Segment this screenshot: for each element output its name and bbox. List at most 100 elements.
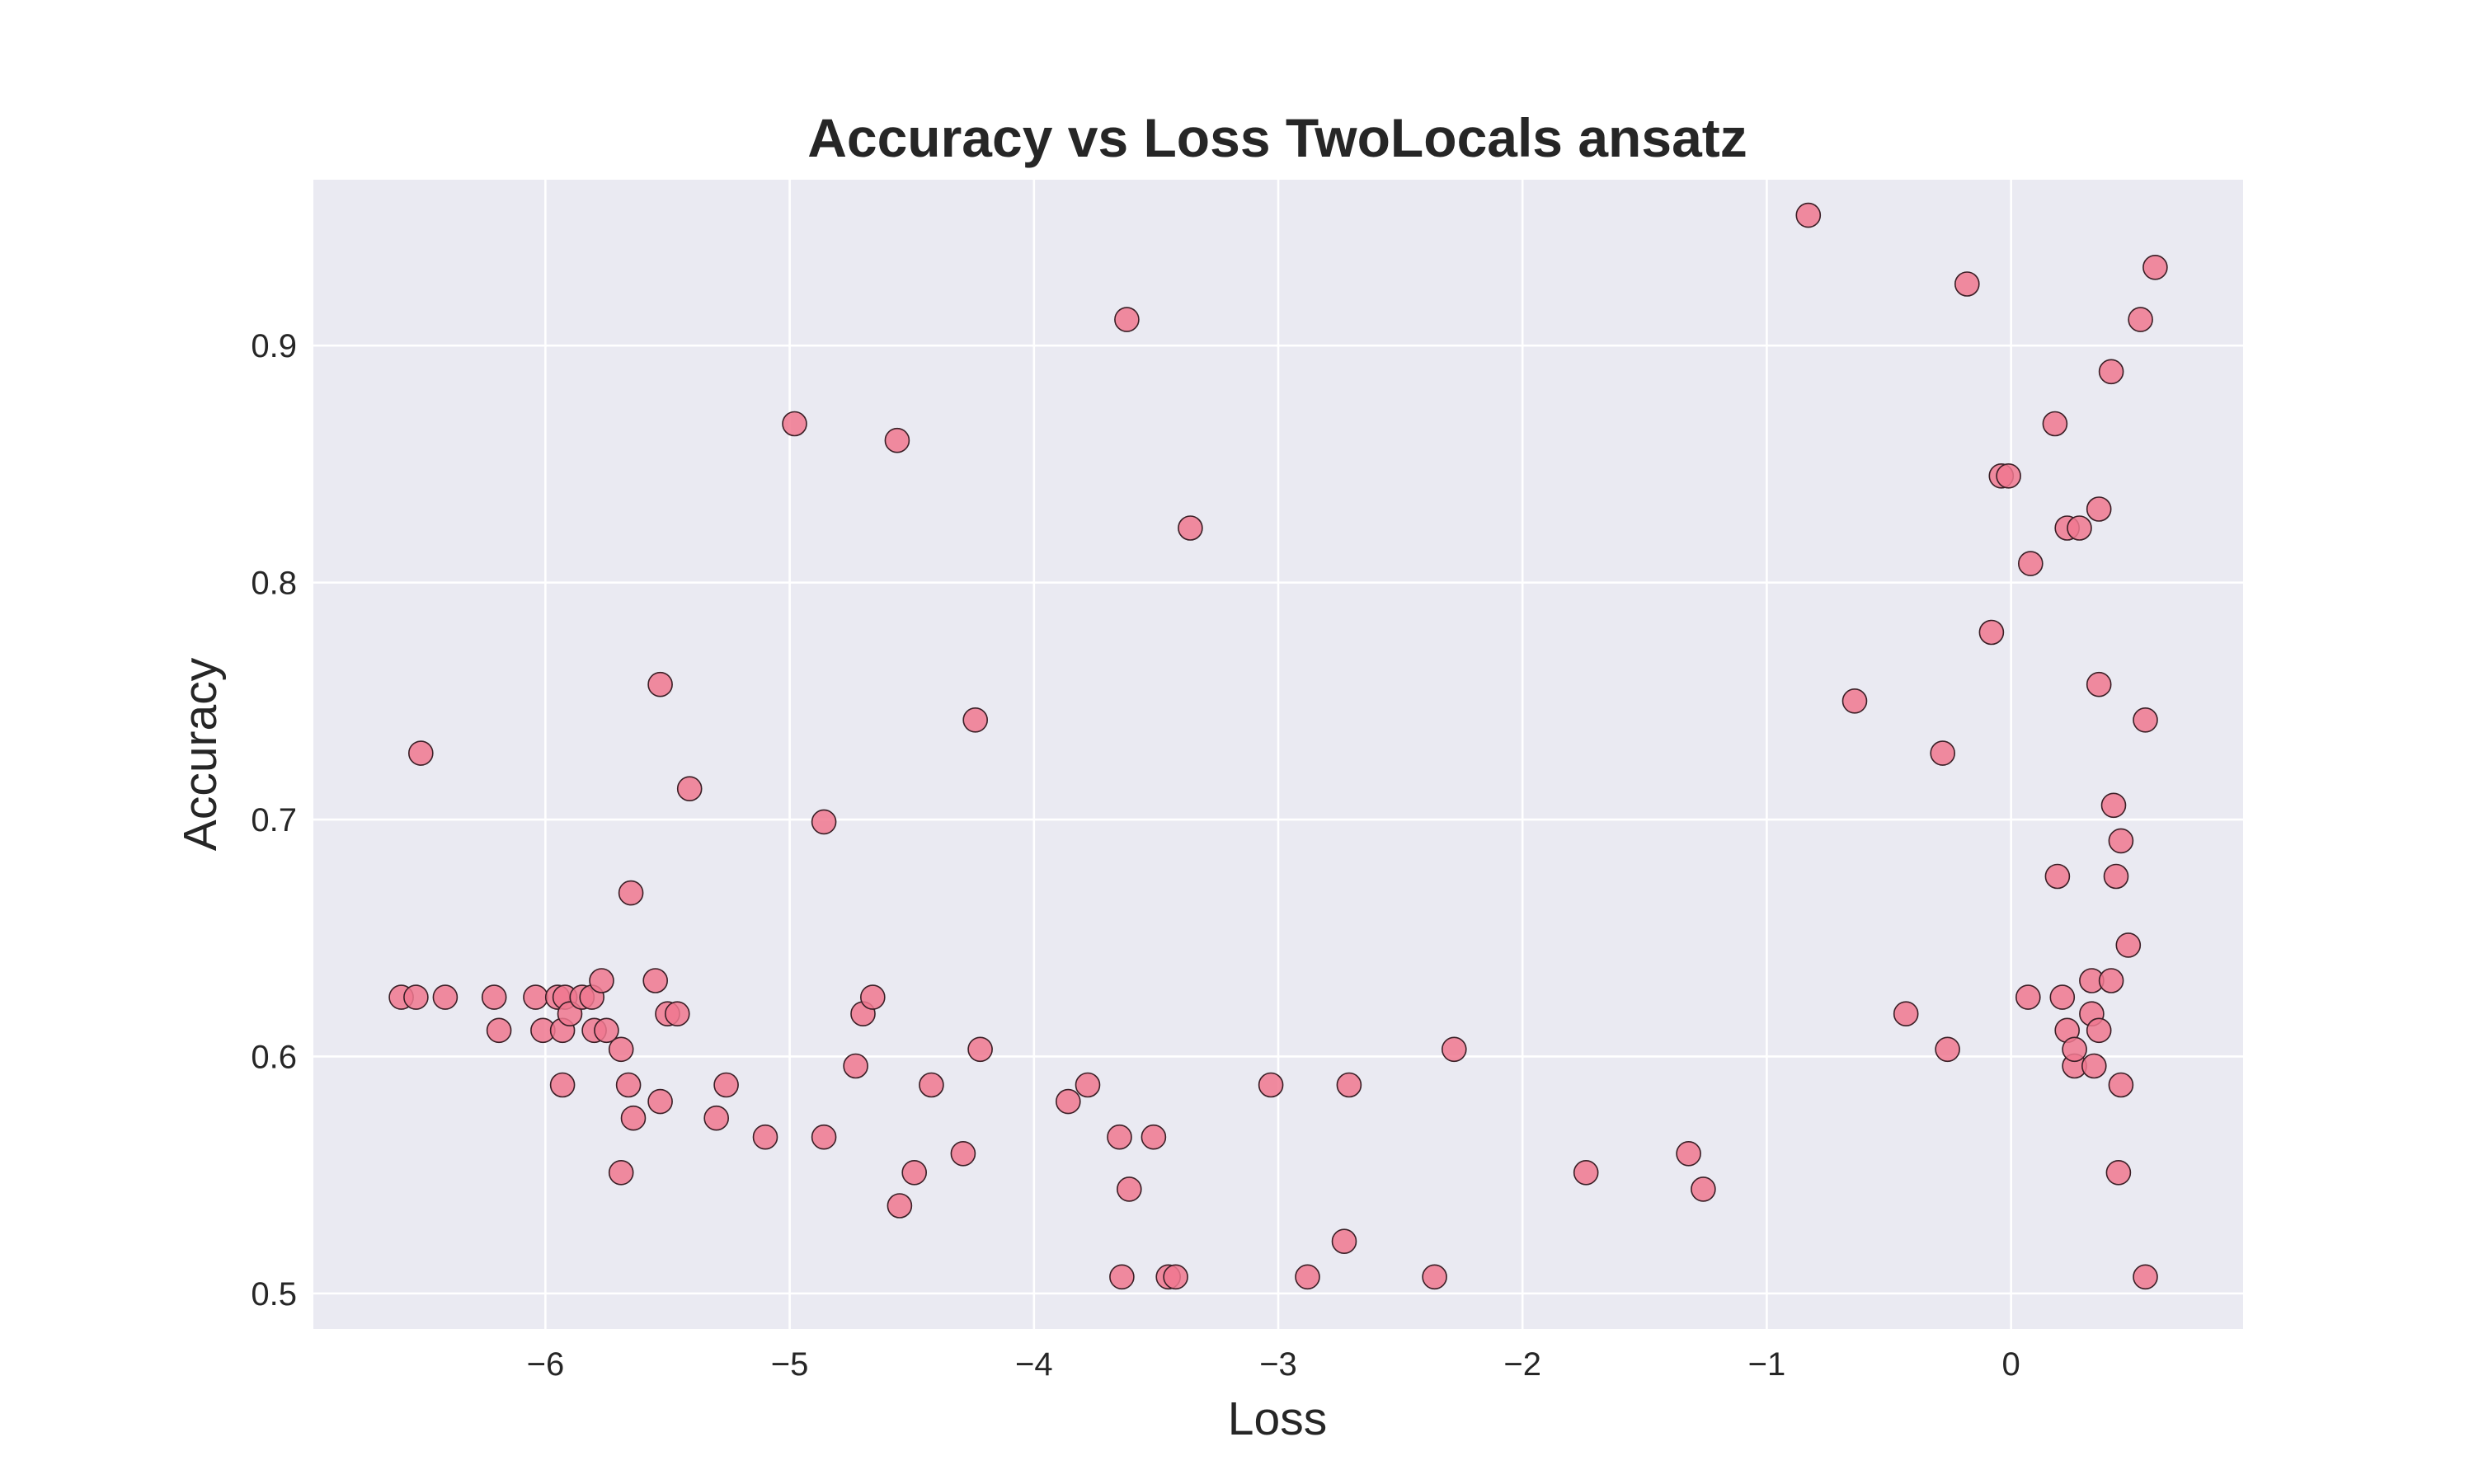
data-point (407, 740, 434, 766)
data-point (486, 1017, 512, 1044)
data-point (884, 427, 910, 453)
data-point (549, 1072, 576, 1098)
data-point (2108, 1072, 2134, 1098)
data-point (1954, 271, 1980, 297)
data-point (2018, 551, 2044, 576)
axis-ticks: −6 −5 −4 −3 −2 −1 0 0.5 0.6 0.7 0.8 0.9 (251, 328, 2020, 1383)
x-tick-label: −4 (1015, 1346, 1053, 1383)
data-point (1841, 688, 1868, 714)
data-point (2098, 359, 2124, 385)
data-point (2133, 707, 2158, 733)
data-point (1178, 515, 1203, 541)
x-tick-label: 0 (2001, 1346, 2020, 1383)
data-point (2049, 984, 2076, 1010)
data-point (1114, 307, 1140, 332)
data-point (901, 1160, 927, 1186)
data-point (1109, 1264, 1135, 1290)
data-point (2044, 863, 2071, 890)
y-axis-label: Accuracy (174, 657, 227, 851)
data-point (2081, 1053, 2107, 1079)
data-point (1930, 740, 1955, 766)
data-point (432, 984, 459, 1010)
data-point (1996, 463, 2021, 489)
data-point (2142, 254, 2168, 280)
data-point (1336, 1072, 1362, 1098)
chart-title: Accuracy vs Loss TwoLocals ansatz (807, 107, 1747, 168)
data-point (752, 1124, 778, 1150)
data-point (843, 1053, 868, 1079)
data-point (618, 880, 644, 906)
data-point (950, 1141, 976, 1167)
data-point (2103, 863, 2129, 890)
data-point (642, 968, 669, 993)
data-point (1676, 1141, 1701, 1167)
x-tick-label: −3 (1259, 1346, 1297, 1383)
data-point (2115, 932, 2142, 958)
data-point (2042, 411, 2068, 437)
y-tick-label: 0.9 (251, 328, 297, 364)
data-point (713, 1072, 739, 1098)
data-point (1422, 1264, 1447, 1290)
data-point (2128, 307, 2153, 332)
data-point (1258, 1072, 1284, 1098)
y-tick-label: 0.5 (251, 1276, 297, 1313)
data-point (2108, 828, 2134, 854)
data-points (388, 202, 2168, 1290)
x-tick-label: −5 (771, 1346, 809, 1383)
data-point (962, 707, 988, 733)
data-point (1295, 1264, 1320, 1290)
data-point (1141, 1124, 1167, 1150)
data-point (1978, 619, 2005, 646)
data-point (811, 1124, 837, 1150)
data-point (2105, 1160, 2132, 1186)
data-point (1795, 202, 1822, 228)
data-point (1893, 1001, 1919, 1026)
data-point (1163, 1264, 1188, 1290)
grid (313, 180, 2243, 1329)
y-tick-label: 0.7 (251, 802, 297, 838)
data-point (1075, 1072, 1101, 1098)
data-point (2086, 496, 2112, 522)
data-point (523, 984, 548, 1010)
data-point (1442, 1036, 1467, 1063)
x-tick-label: −6 (527, 1346, 565, 1383)
data-point (608, 1036, 634, 1063)
data-point (2086, 1017, 2112, 1044)
data-point (615, 1072, 642, 1098)
data-point (647, 671, 673, 697)
data-point (589, 968, 614, 993)
data-point (1056, 1088, 1081, 1115)
data-point (608, 1160, 634, 1186)
data-point (703, 1105, 730, 1131)
data-point (2098, 968, 2124, 993)
x-tick-label: −2 (1503, 1346, 1541, 1383)
data-point (594, 1017, 619, 1044)
data-point (2086, 671, 2112, 697)
data-point (1691, 1176, 1716, 1202)
data-point (1331, 1228, 1357, 1254)
data-point (1935, 1036, 1960, 1063)
data-point (2100, 792, 2127, 819)
data-point (2062, 1036, 2087, 1063)
data-point (676, 776, 703, 802)
data-point (1117, 1176, 1142, 1202)
data-point (481, 984, 507, 1010)
data-point (811, 809, 837, 835)
data-point (860, 984, 886, 1010)
data-point (782, 411, 807, 437)
data-point (2015, 984, 2041, 1010)
data-point (887, 1193, 913, 1219)
data-point (2067, 515, 2092, 541)
data-point (1573, 1160, 1599, 1186)
x-axis-label: Loss (1228, 1392, 1327, 1445)
y-tick-label: 0.6 (251, 1039, 297, 1075)
data-point (664, 1001, 690, 1026)
data-point (403, 984, 429, 1010)
data-point (1107, 1124, 1132, 1150)
x-tick-label: −1 (1748, 1346, 1786, 1383)
data-point (919, 1072, 944, 1098)
data-point (2133, 1264, 2158, 1290)
data-point (620, 1105, 647, 1131)
data-point (967, 1036, 993, 1063)
